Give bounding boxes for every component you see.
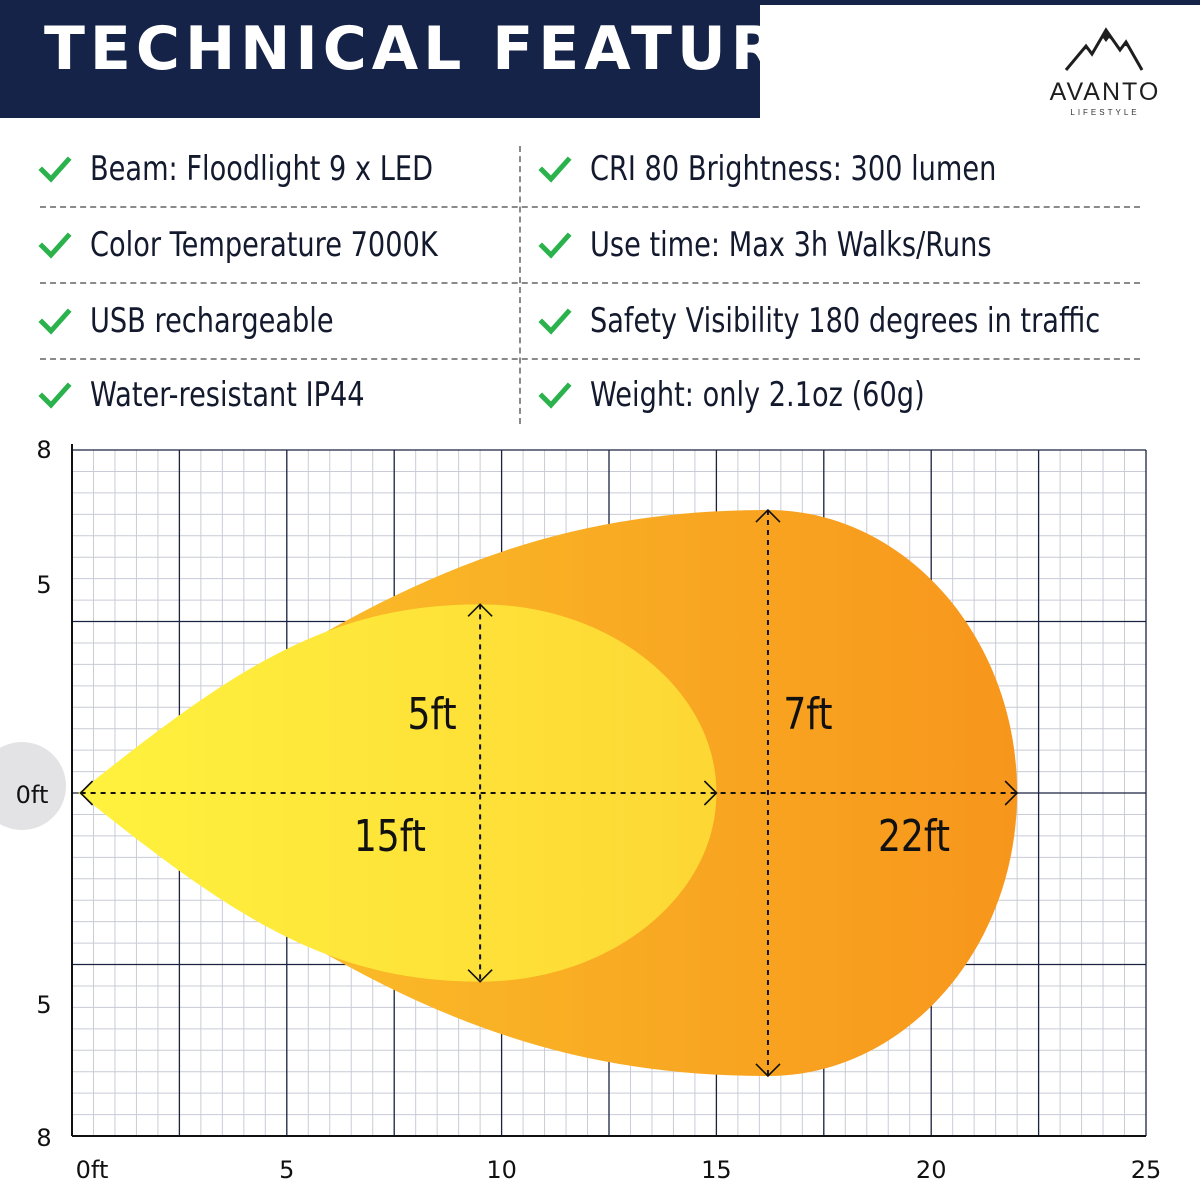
x-tick-label: 20 <box>916 1156 947 1184</box>
inner-width-label: 5ft <box>408 690 457 740</box>
check-icon <box>38 382 72 409</box>
feature-text: Beam: Floodlight 9 x LED <box>90 149 434 189</box>
check-icon <box>38 156 72 183</box>
page-title: TECHNICAL FEATURES <box>44 14 877 84</box>
x-tick-label: 0ft <box>76 1156 109 1184</box>
arrow-head <box>467 969 493 983</box>
arrow-head <box>755 508 781 523</box>
feature-text: Color Temperature 7000K <box>90 225 438 265</box>
feature-item: Water-resistant IP44 <box>38 360 433 430</box>
x-tick-label: 5 <box>279 1156 294 1184</box>
y-tick-label: 5 <box>36 571 51 599</box>
column-divider <box>519 146 521 424</box>
check-icon <box>538 156 572 183</box>
feature-item: USB rechargeable <box>38 286 395 356</box>
mountains-icon <box>1064 27 1144 71</box>
features-panel: Beam: Floodlight 9 x LED Color Temperatu… <box>0 130 1200 430</box>
beam-chart: 5ft 7ft 15ft 22ft 0ft 5 10 15 20 25 8 5 0ft 5 8 <box>0 430 1200 1200</box>
arrow-head <box>1004 780 1019 806</box>
check-icon <box>38 308 72 335</box>
arrow-head <box>467 603 493 617</box>
y-tick-label: 8 <box>36 1124 51 1152</box>
feature-text: Weight: only 2.1oz (60g) <box>590 375 925 415</box>
feature-text: CRI 80 Brightness: 300 lumen <box>590 149 997 189</box>
brand-tagline: LIFESTYLE <box>1070 108 1140 117</box>
check-icon <box>538 382 572 409</box>
row-divider <box>40 282 1140 284</box>
brand-name: AVANTO <box>1049 78 1161 106</box>
check-icon <box>538 232 572 259</box>
brand-logo: AVANTO LIFESTYLE <box>1030 24 1180 124</box>
inner-length-label: 15ft <box>354 812 426 862</box>
check-icon <box>538 308 572 335</box>
feature-item: CRI 80 Brightness: 300 lumen <box>538 134 1098 204</box>
feature-text: Water-resistant IP44 <box>90 375 365 415</box>
feature-item: Beam: Floodlight 9 x LED <box>38 134 519 204</box>
beam-inner-area <box>78 604 717 982</box>
arrow-head <box>79 780 94 806</box>
outer-width-label: 7ft <box>783 690 832 740</box>
feature-item: Use time: Max 3h Walks/Runs <box>538 210 1092 280</box>
feature-item: Color Temperature 7000K <box>38 210 525 280</box>
header-top-line <box>760 0 1200 5</box>
check-icon <box>38 232 72 259</box>
x-tick-label: 15 <box>701 1156 732 1184</box>
header-band: TECHNICAL FEATURES <box>0 0 871 118</box>
x-tick-label: 25 <box>1131 1156 1162 1184</box>
feature-text: USB rechargeable <box>90 301 334 341</box>
feature-text: Safety Visibility 180 degrees in traffic <box>590 301 1101 341</box>
y-tick-label: 5 <box>36 991 51 1019</box>
feature-item: Weight: only 2.1oz (60g) <box>538 360 1008 430</box>
row-divider <box>40 358 1140 360</box>
arrow-head <box>755 1063 781 1078</box>
y-tick-label: 0ft <box>16 781 49 809</box>
feature-text: Use time: Max 3h Walks/Runs <box>590 225 992 265</box>
x-tick-label: 10 <box>486 1156 517 1184</box>
arrow-head <box>703 780 718 806</box>
feature-item: Safety Visibility 180 degrees in traffic <box>538 286 1200 356</box>
row-divider <box>40 206 1140 208</box>
beam-pattern-plot: 5ft 7ft 15ft 22ft 0ft 5 10 15 20 25 8 5 0ft 5 8 <box>16 436 1162 1184</box>
outer-length-label: 22ft <box>878 812 950 862</box>
y-tick-label: 8 <box>36 436 51 464</box>
